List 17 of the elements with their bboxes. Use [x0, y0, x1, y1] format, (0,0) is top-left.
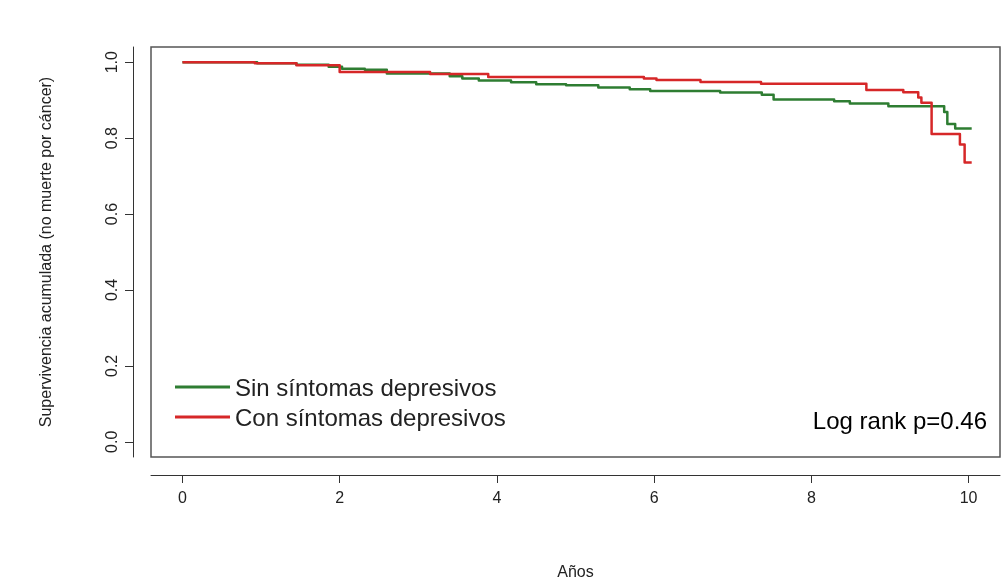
y-tick-label: 0.6	[102, 202, 120, 226]
x-tick-label: 2	[335, 488, 345, 506]
x-tick-label: 0	[177, 488, 187, 506]
x-tick-label: 10	[959, 488, 978, 506]
y-tick-label: 0.2	[102, 354, 120, 378]
x-axis-title: Años	[557, 562, 594, 580]
x-tick-label: 4	[492, 488, 502, 506]
legend-label: Sin síntomas depresivos	[235, 373, 497, 401]
annotation: Log rank p=0.46	[812, 406, 987, 434]
y-tick-label: 1.0	[102, 50, 120, 74]
y-tick-label: 0.8	[102, 126, 120, 150]
x-tick-label: 8	[806, 488, 816, 506]
legend-label: Con síntomas depresivos	[235, 403, 506, 431]
y-tick-label: 0.4	[102, 278, 120, 302]
y-axis-title: Supervivencia acumulada (no muerte por cáncer)	[36, 76, 54, 428]
x-tick-label: 6	[649, 488, 659, 506]
y-tick-label: 0.0	[102, 430, 120, 453]
